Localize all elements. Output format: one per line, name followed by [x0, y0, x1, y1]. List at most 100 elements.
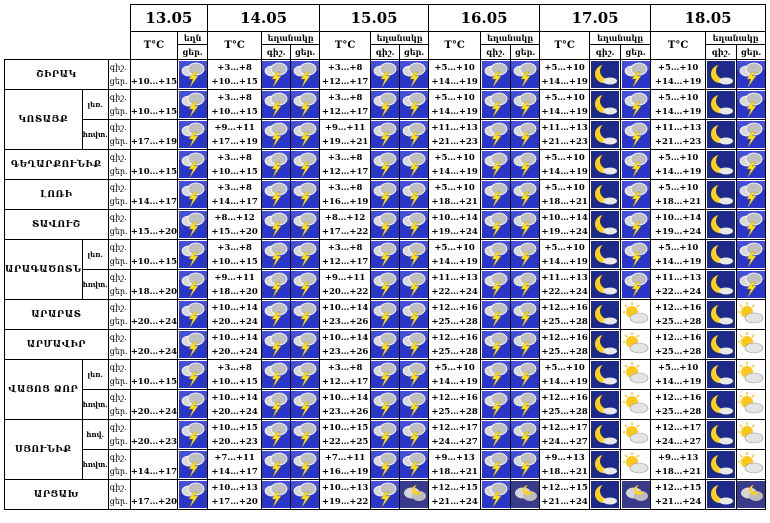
thunderstorm-icon — [481, 451, 510, 478]
temperature-cell: +12…+16 +25…+28 — [428, 299, 482, 330]
temperature-cell: +3…+8 +12…+17 — [319, 89, 372, 120]
night-day-labels: գիշ. ցեր. — [107, 209, 131, 240]
weather-icon-cell — [177, 269, 209, 300]
night-temp: +10…+14 — [321, 332, 369, 343]
day-temp: +20…+22 — [321, 286, 369, 297]
weather-icon-cell — [705, 149, 738, 180]
thunderstorm-icon — [511, 421, 539, 448]
day-temp: +19…+24 — [431, 226, 478, 237]
moon-clear-night-icon — [707, 241, 736, 268]
weather-icon-cell — [370, 299, 401, 330]
night-temp — [131, 61, 176, 75]
moon-clear-night-icon — [707, 331, 736, 358]
night-temp: +12…+16 — [654, 332, 702, 343]
weather-icon-cell — [177, 479, 209, 510]
weather-icon-cell — [480, 449, 512, 480]
day-temp: +25…+28 — [431, 346, 478, 357]
night-temp — [131, 331, 176, 345]
temperature-cell: +9…+13 +18…+21 — [650, 449, 707, 480]
temperature-cell: +10…+14 +19…+24 — [428, 209, 482, 240]
night-temp: +5…+10 — [657, 182, 699, 193]
night-temp: +3…+8 — [217, 362, 252, 373]
weather-icon-cell — [620, 149, 652, 180]
temperature-cell: +9…+11 +19…+21 — [319, 119, 372, 150]
thunderstorm-icon — [737, 241, 765, 268]
temperature-cell: +12…+17 +24…+27 — [650, 419, 707, 450]
thunderstorm-icon — [291, 151, 319, 178]
weather-icon-cell — [736, 209, 767, 240]
temperature-cell: +12…+17 +24…+27 — [428, 419, 482, 450]
temperature-cell: +11…+13 +22…+24 — [539, 269, 591, 300]
thunderstorm-icon — [737, 211, 765, 238]
weather-icon-cell — [589, 209, 622, 240]
day-label: ցեր. — [109, 346, 128, 356]
night-temp: +12…+16 — [431, 332, 478, 343]
thunderstorm-icon — [371, 361, 399, 388]
temperature-cell: +10…+14 +20…+24 — [207, 299, 263, 330]
forecast-row: ԿՈՏԱՅՔ լեռ. գիշ. ցեր. +10…+15 +3…+8 +10…+15 +3…… — [4, 89, 767, 150]
thunderstorm-icon — [291, 481, 319, 508]
day-label: ցեր. — [109, 316, 128, 326]
thunderstorm-icon — [371, 241, 399, 268]
region-name: ԿՈՏԱՅՔ — [4, 89, 83, 150]
weather-icon-cell — [261, 209, 292, 240]
region-name: ԱՐՄԱՎԻՐ — [4, 329, 109, 360]
day-temp: +14…+19 — [654, 76, 702, 87]
night-temp: +3…+8 — [217, 92, 252, 103]
temperature-cell: +3…+8 +10…+15 — [207, 239, 263, 270]
weather-icon-cell — [510, 329, 541, 360]
temperature-cell: +5…+10 +14…+19 — [539, 89, 591, 120]
temperature-cell: +10…+14 +23…+26 — [319, 329, 372, 360]
temperature-cell: +12…+16 +25…+28 — [539, 329, 591, 360]
night-temp: +10…+13 — [321, 482, 369, 493]
forecast-row: ՎԱՅՈՑ ՁՈՐ լեռ. գիշ. ցեր. +10…+15 +3…+8 +10…+15… — [4, 359, 767, 420]
weather-icon-cell — [510, 209, 541, 240]
moon-clear-night-icon — [707, 91, 736, 118]
weather-icon-cell — [261, 359, 292, 390]
night-temp: +10…+14 — [211, 392, 258, 403]
thunderstorm-icon — [621, 241, 650, 268]
thunderstorm-icon — [262, 451, 290, 478]
day-temp: +10…+15 — [130, 106, 178, 117]
temperature-cell: +10…+14 +19…+24 — [539, 209, 591, 240]
date-header: 14.05 — [207, 4, 321, 32]
thunderstorm-icon — [481, 181, 510, 208]
moon-clear-night-icon — [591, 61, 620, 88]
weather-icon-cell — [589, 449, 622, 480]
subregion-label: լեռ. — [81, 89, 109, 120]
temperature-cell: +20…+24 — [129, 329, 179, 360]
weather-icon-cell — [705, 269, 738, 300]
forecast-row: ԳԵՂԱՐՔՈՒՆԻՔ գիշ. ցեր. +10…+15 +3…+8 +10…+15 +3… — [4, 149, 767, 180]
night-temp: +8…+12 — [214, 212, 255, 223]
weather-icon-cell — [261, 389, 292, 420]
temperature-cell: +5…+10 +14…+19 — [539, 59, 591, 90]
day-temp: +14…+17 — [130, 466, 178, 477]
thunderstorm-icon — [178, 91, 207, 118]
sun-cloud-icon — [621, 451, 650, 478]
temperature-cell: +12…+16 +25…+28 — [428, 329, 482, 360]
night-temp: +5…+10 — [544, 152, 585, 163]
temperature-cell: +3…+8 +14…+17 — [207, 179, 263, 210]
weather-icon-cell — [620, 389, 652, 420]
weather-icon-cell — [705, 179, 738, 210]
weather-icon-cell — [261, 269, 292, 300]
weather-icon-cell — [589, 419, 622, 450]
weather-icon-cell — [370, 149, 401, 180]
temperature-cell: +10…+15 — [129, 359, 179, 390]
thunderstorm-icon — [178, 331, 207, 358]
moon-clear-night-icon — [707, 451, 736, 478]
weather-icon-cell — [290, 449, 321, 480]
day-temp: +22…+25 — [321, 436, 369, 447]
night-temp: +5…+10 — [544, 182, 585, 193]
thunderstorm-icon — [178, 121, 207, 148]
night-temp: +12…+16 — [431, 392, 478, 403]
weather-icon-cell — [736, 149, 767, 180]
day-temp: +14…+19 — [541, 256, 588, 267]
day-header: ցեր. — [510, 44, 541, 60]
thunderstorm-icon — [291, 451, 319, 478]
temperature-cell: +8…+12 +17…+22 — [319, 209, 372, 240]
weather-header: եղն — [177, 31, 209, 45]
thunderstorm-icon — [262, 91, 290, 118]
night-temp — [131, 361, 176, 375]
day-temp: +23…+26 — [321, 346, 369, 357]
